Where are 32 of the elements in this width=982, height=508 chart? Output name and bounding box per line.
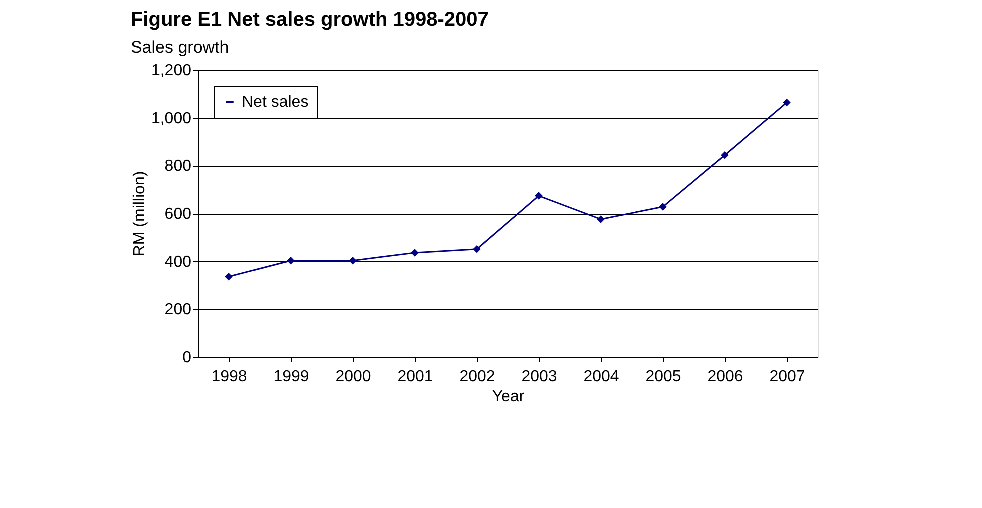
y-tick-label: 1,000 bbox=[151, 110, 192, 128]
point bbox=[783, 98, 791, 107]
y-tick-label: 800 bbox=[164, 158, 192, 176]
point bbox=[535, 192, 543, 200]
point bbox=[225, 273, 233, 281]
point bbox=[597, 216, 605, 224]
chart-subtitle: Sales growth bbox=[130, 38, 230, 57]
point bbox=[287, 256, 295, 265]
x-tick-label: 2005 bbox=[646, 368, 682, 386]
point bbox=[721, 152, 729, 160]
y-tick-label: 0 bbox=[182, 350, 192, 366]
x-tick-label: 2000 bbox=[336, 368, 372, 386]
y-tick-label: 1,200 bbox=[151, 62, 192, 80]
point bbox=[349, 256, 357, 265]
x-tick-label: 2001 bbox=[398, 368, 434, 386]
point bbox=[659, 203, 667, 211]
x-tick-label: 2002 bbox=[460, 368, 496, 386]
x-tick-label: 2006 bbox=[708, 368, 744, 386]
x-axis-title: Year bbox=[492, 388, 526, 406]
x-tick-label: 2007 bbox=[770, 368, 806, 386]
point bbox=[411, 249, 419, 257]
point bbox=[473, 246, 481, 254]
x-tick-label: 1999 bbox=[274, 368, 310, 386]
x-tick-label: 1998 bbox=[212, 368, 248, 386]
y-tick-label: 400 bbox=[164, 254, 192, 271]
x-tick-label: 2003 bbox=[522, 368, 558, 386]
legend-label: Net sales bbox=[242, 94, 309, 111]
y-tick-label: 200 bbox=[164, 302, 192, 319]
y-axis-title: RM (million) bbox=[131, 171, 148, 257]
chart-title: Figure E1 Net sales growth 1998-2007 bbox=[130, 9, 489, 31]
y-tick-label: 600 bbox=[164, 206, 192, 223]
x-tick-label: 2004 bbox=[584, 368, 620, 386]
